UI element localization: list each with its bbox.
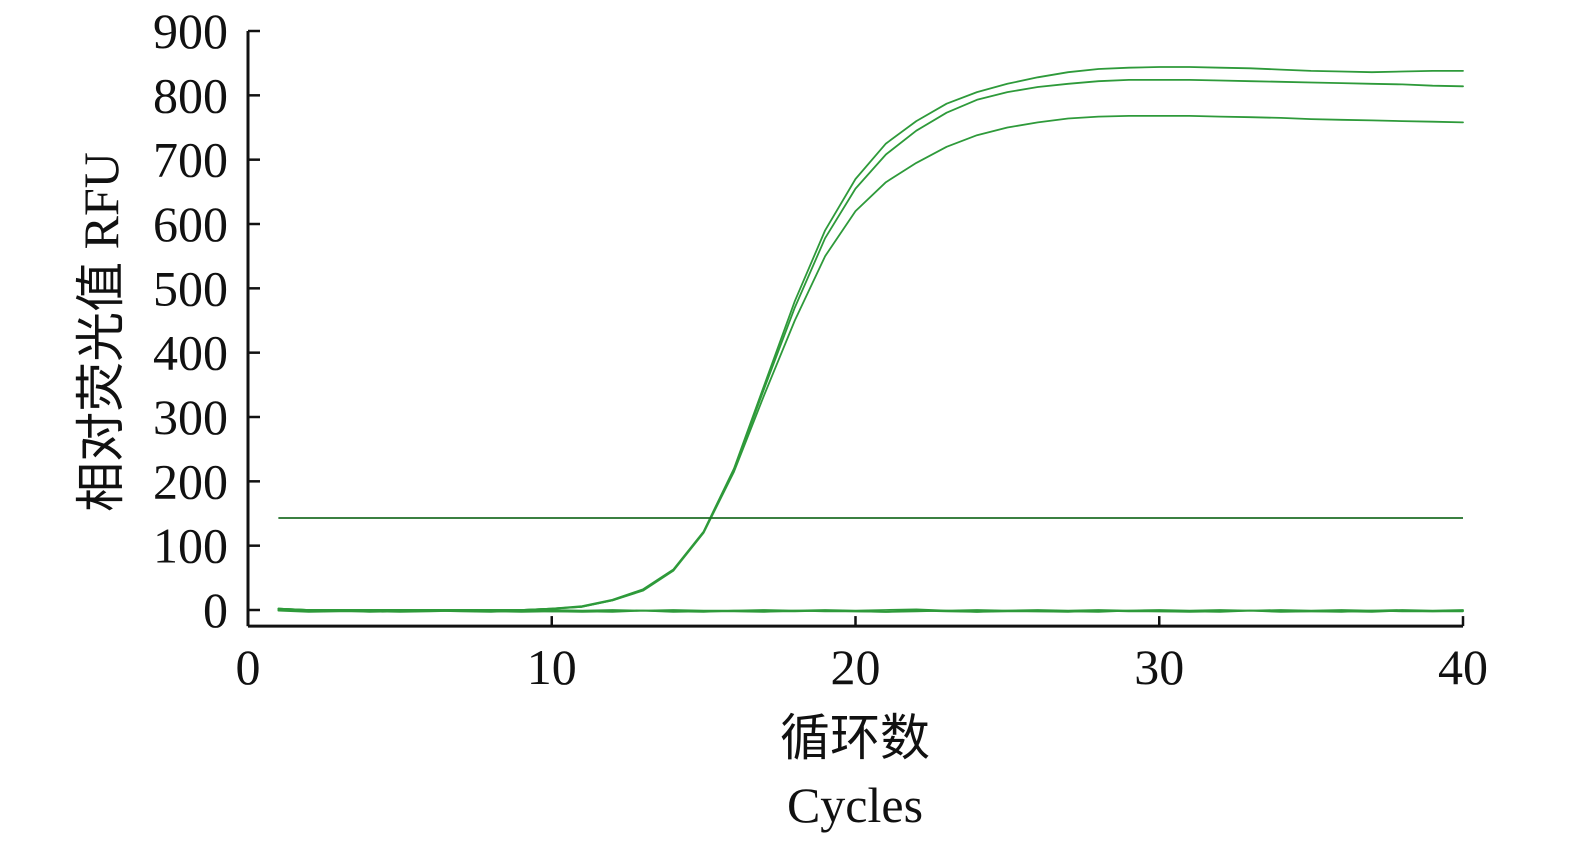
x-axis-title: Cycles <box>787 777 923 833</box>
series-line <box>277 608 1464 612</box>
y-tick-label: 0 <box>203 582 228 638</box>
y-tick-label: 700 <box>153 132 228 188</box>
x-ticks: 0 10 20 30 40 <box>236 616 1488 695</box>
y-tick-label: 200 <box>153 453 228 509</box>
x-tick-label: 0 <box>236 639 261 695</box>
x-axis-title-chinese: 循环数 <box>780 710 930 766</box>
y-tick-label: 500 <box>153 260 228 316</box>
y-tick-label: 600 <box>153 196 228 252</box>
x-tick-label: 40 <box>1438 639 1488 695</box>
y-tick-label: 800 <box>153 67 228 123</box>
x-tick-label: 10 <box>527 639 577 695</box>
y-axis-title: 相对荧光值 RFU <box>73 152 129 512</box>
x-tick-label: 20 <box>831 639 881 695</box>
y-tick-label: 100 <box>153 518 228 574</box>
x-tick-label: 30 <box>1134 639 1184 695</box>
series-group <box>277 66 1464 613</box>
y-tick-label: 400 <box>153 325 228 381</box>
series-line <box>277 115 1464 611</box>
series-line <box>277 79 1464 611</box>
y-tick-label: 300 <box>153 389 228 445</box>
y-tick-label: 900 <box>153 3 228 59</box>
y-ticks: 0 100 200 300 400 500 600 700 800 900 <box>153 3 260 638</box>
series-line <box>277 66 1464 611</box>
